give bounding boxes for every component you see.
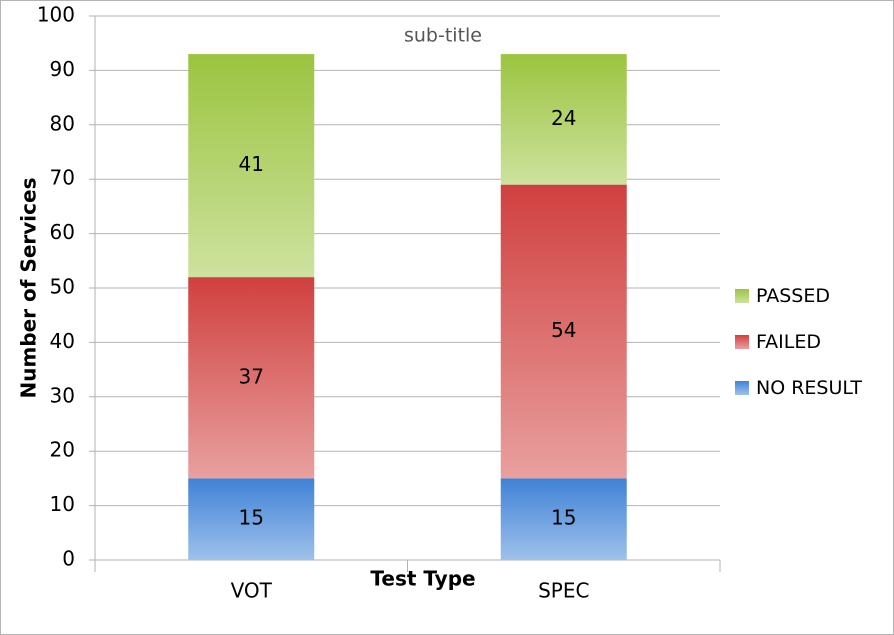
bar-segment bbox=[188, 54, 315, 278]
y-axis-title: Number of Services bbox=[17, 178, 41, 399]
y-tick-label: 60 bbox=[50, 220, 75, 244]
y-tick-label: 50 bbox=[50, 275, 75, 299]
bar-segment bbox=[188, 277, 315, 479]
y-tick-label: 80 bbox=[50, 111, 75, 135]
x-axis-title: Test Type bbox=[370, 567, 475, 591]
chart-subtitle: sub-title bbox=[404, 25, 482, 47]
bar-segment bbox=[500, 54, 627, 185]
bar-segment bbox=[188, 478, 315, 560]
data-label: 54 bbox=[551, 318, 576, 342]
y-tick-label: 70 bbox=[50, 166, 75, 190]
data-label: 15 bbox=[239, 506, 264, 530]
y-tick-label: 30 bbox=[50, 383, 75, 407]
bar-segment bbox=[500, 184, 627, 479]
legend-swatch bbox=[735, 381, 749, 395]
x-tick-label: VOT bbox=[231, 579, 273, 603]
legend-swatch bbox=[735, 289, 749, 303]
data-label: 41 bbox=[239, 152, 264, 176]
x-tick-label: SPEC bbox=[538, 579, 589, 603]
y-tick-label: 90 bbox=[50, 57, 75, 81]
bar-segment bbox=[500, 478, 627, 560]
legend-label: FAILED bbox=[756, 331, 822, 353]
data-label: 24 bbox=[551, 106, 576, 130]
y-tick-label: 10 bbox=[50, 492, 75, 516]
data-label: 15 bbox=[551, 506, 576, 530]
y-tick-label: 100 bbox=[37, 3, 75, 27]
y-tick-label: 40 bbox=[50, 329, 75, 353]
y-tick-label: 20 bbox=[50, 438, 75, 462]
data-label: 37 bbox=[239, 364, 264, 388]
legend-label: PASSED bbox=[756, 285, 830, 307]
legend-swatch bbox=[735, 335, 749, 349]
y-tick-label: 0 bbox=[62, 547, 75, 571]
legend-label: NO RESULT bbox=[756, 377, 862, 399]
